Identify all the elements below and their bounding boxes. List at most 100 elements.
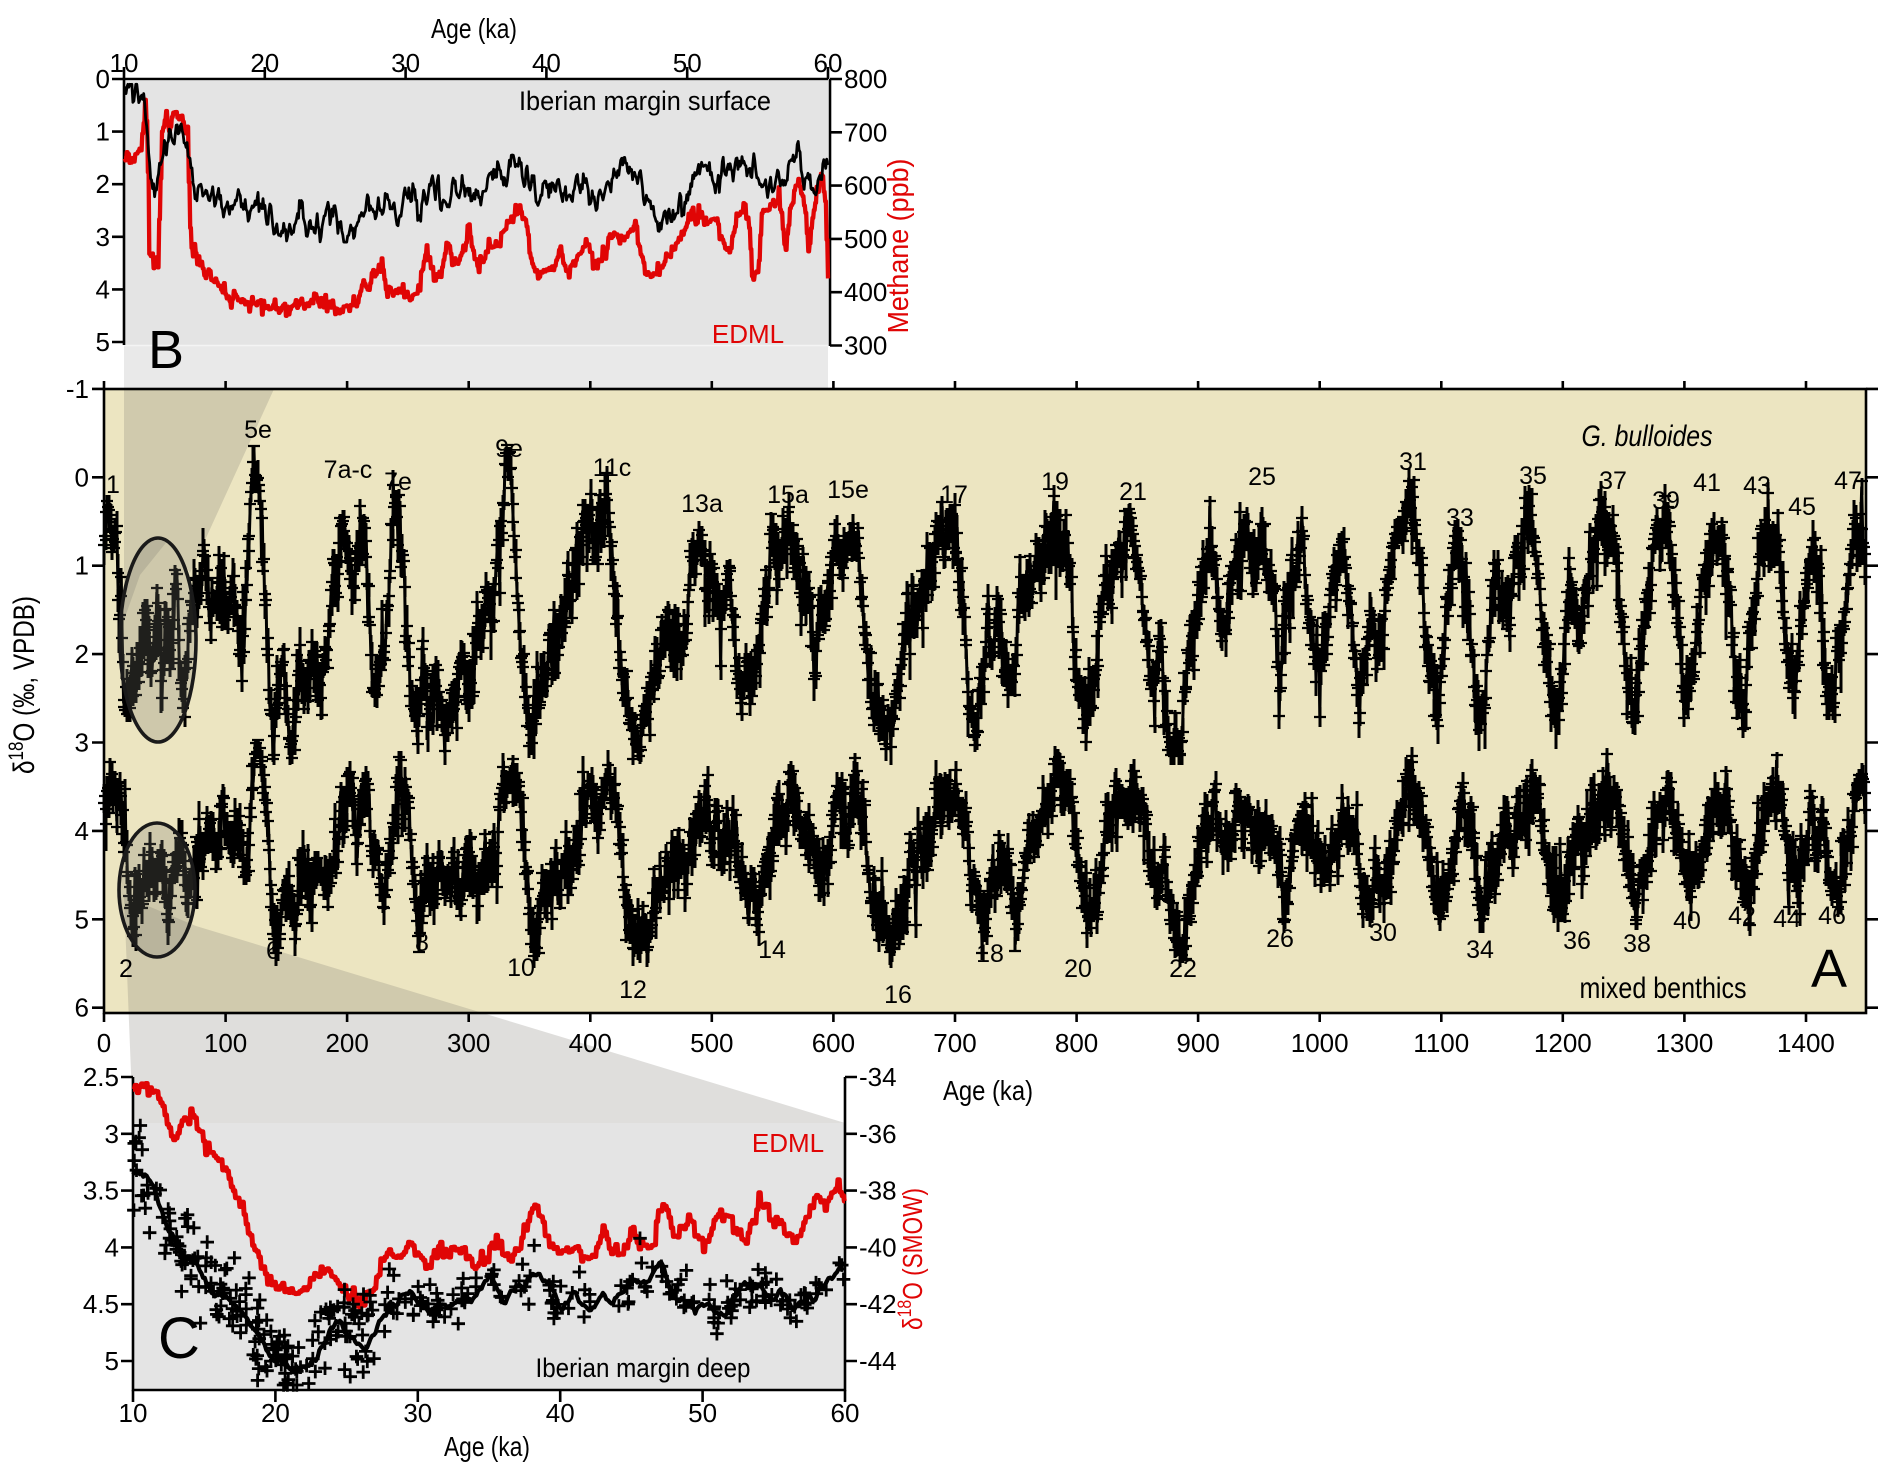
svg-text:0: 0 [96,64,110,94]
svg-text:400: 400 [844,277,887,307]
svg-text:25: 25 [1248,463,1276,491]
svg-text:1: 1 [75,551,89,581]
svg-text:15e: 15e [827,476,869,504]
svg-text:5: 5 [96,327,110,357]
svg-text:1: 1 [96,117,110,147]
svg-text:1100: 1100 [1413,1028,1469,1058]
svg-text:6: 6 [266,937,280,965]
svg-text:17: 17 [940,481,968,509]
svg-text:22: 22 [1169,955,1197,983]
svg-text:Methane (ppb): Methane (ppb) [883,159,915,334]
svg-text:3: 3 [96,222,110,252]
svg-text:47: 47 [1834,467,1862,495]
svg-text:EDML: EDML [752,1128,824,1158]
svg-text:11c: 11c [593,454,631,482]
svg-text:6: 6 [75,993,89,1023]
svg-text:3: 3 [75,728,89,758]
svg-text:300: 300 [844,331,887,361]
svg-text:41: 41 [1693,469,1721,497]
svg-text:1000: 1000 [1291,1028,1349,1058]
svg-text:16: 16 [884,981,912,1009]
svg-text:600: 600 [844,171,887,201]
svg-text:800: 800 [1055,1028,1098,1058]
svg-text:100: 100 [204,1028,247,1058]
svg-text:30: 30 [391,48,420,78]
svg-text:50: 50 [673,48,702,78]
svg-text:3: 3 [105,1119,119,1149]
svg-text:10: 10 [507,954,535,982]
svg-text:4: 4 [75,816,89,846]
svg-text:1400: 1400 [1777,1028,1835,1058]
svg-text:200: 200 [325,1028,368,1058]
svg-text:10: 10 [110,48,139,78]
svg-text:5: 5 [75,904,89,934]
svg-text:9e: 9e [495,435,523,463]
svg-text:4.5: 4.5 [83,1289,119,1319]
svg-text:2: 2 [96,169,110,199]
svg-text:A: A [1811,939,1847,999]
svg-text:Iberian margin surface: Iberian margin surface [519,86,771,116]
svg-text:700: 700 [844,117,887,147]
svg-text:Iberian margin deep: Iberian margin deep [536,1353,751,1383]
svg-text:-40: -40 [859,1232,897,1262]
svg-text:900: 900 [1176,1028,1219,1058]
svg-text:38: 38 [1623,930,1651,958]
svg-text:60: 60 [814,48,843,78]
svg-text:500: 500 [844,224,887,254]
svg-text:46: 46 [1818,902,1846,930]
svg-text:35: 35 [1519,462,1547,490]
svg-text:18: 18 [976,940,1004,968]
svg-text:39: 39 [1652,487,1680,515]
svg-text:400: 400 [569,1028,612,1058]
svg-text:43: 43 [1743,472,1771,500]
svg-text:34: 34 [1466,936,1494,964]
svg-text:4: 4 [96,274,110,304]
svg-text:Age (ka): Age (ka) [431,13,517,44]
svg-text:37: 37 [1599,467,1627,495]
svg-text:2: 2 [119,955,133,983]
svg-text:45: 45 [1788,493,1816,521]
svg-text:G. bulloides: G. bulloides [1582,420,1713,453]
svg-text:-34: -34 [859,1062,897,1092]
svg-text:20: 20 [250,48,279,78]
svg-text:-1: -1 [66,374,89,404]
svg-text:800: 800 [844,64,887,94]
svg-text:4: 4 [105,1232,119,1262]
svg-text:40: 40 [546,1398,575,1428]
svg-text:-42: -42 [859,1289,897,1319]
svg-text:-36: -36 [859,1119,897,1149]
svg-text:21: 21 [1119,478,1147,506]
svg-text:12: 12 [619,976,647,1004]
svg-text:5: 5 [105,1346,119,1376]
svg-text:0: 0 [97,1028,111,1058]
svg-text:60: 60 [831,1398,860,1428]
svg-text:C: C [158,1306,200,1371]
svg-text:7e: 7e [384,468,412,496]
svg-text:B: B [148,320,184,380]
svg-text:EDML: EDML [712,319,784,349]
svg-text:500: 500 [690,1028,733,1058]
svg-text:10: 10 [119,1398,148,1428]
svg-text:300: 300 [447,1028,490,1058]
svg-text:26: 26 [1266,925,1294,953]
svg-text:50: 50 [688,1398,717,1428]
svg-text:13a: 13a [681,490,723,518]
svg-text:1200: 1200 [1534,1028,1592,1058]
svg-text:8: 8 [415,929,429,957]
svg-text:1300: 1300 [1655,1028,1713,1058]
svg-text:7a-c: 7a-c [324,456,373,484]
svg-text:40: 40 [532,48,561,78]
svg-text:-38: -38 [859,1176,897,1206]
svg-text:15a: 15a [767,481,809,509]
svg-text:3.5: 3.5 [83,1176,119,1206]
svg-text:1: 1 [106,471,120,499]
svg-text:δ18O (‰, VPDB): δ18O (‰, VPDB) [5,596,42,774]
svg-text:700: 700 [933,1028,976,1058]
svg-text:5e: 5e [244,416,272,444]
svg-text:20: 20 [1064,955,1092,983]
svg-text:2.5: 2.5 [83,1062,119,1092]
svg-text:14: 14 [758,936,786,964]
svg-text:30: 30 [1369,919,1397,947]
svg-text:19: 19 [1041,468,1069,496]
svg-text:44: 44 [1773,905,1801,933]
